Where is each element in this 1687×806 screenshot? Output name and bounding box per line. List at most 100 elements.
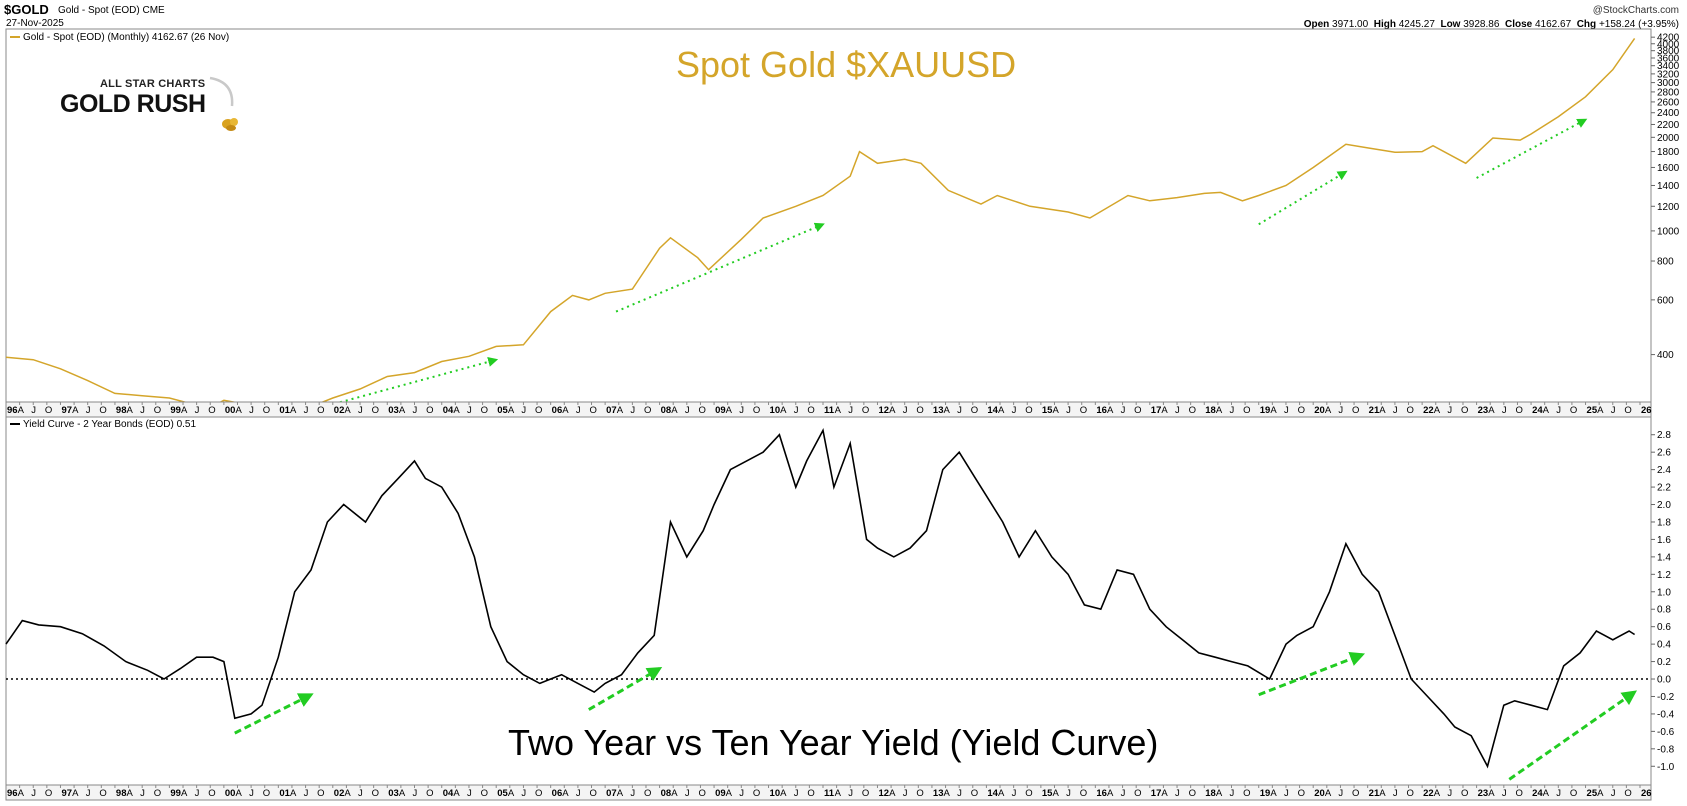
- gold-legend-swatch: [10, 36, 20, 39]
- x-tick-label: J: [1447, 405, 1452, 416]
- gold-chart-title: Spot Gold $XAUUSD: [676, 44, 1017, 85]
- x-tick-label: A: [508, 405, 515, 416]
- x-tick-label: 09: [715, 788, 726, 799]
- x-tick-label: A: [1488, 788, 1495, 799]
- x-tick-label: O: [1298, 788, 1305, 799]
- x-tick-label: A: [889, 788, 896, 799]
- x-tick-label: O: [590, 788, 597, 799]
- x-tick-label: A: [1434, 788, 1441, 799]
- x-tick-label: O: [753, 405, 760, 416]
- x-tick-label: 10: [770, 788, 781, 799]
- x-tick-label: 26: [1641, 788, 1652, 799]
- x-tick-label: 01: [279, 788, 290, 799]
- x-tick-label: 08: [661, 788, 672, 799]
- yield-y-tick-label: 0.8: [1657, 605, 1671, 616]
- gold-y-tick-label: 600: [1657, 295, 1674, 306]
- x-tick-label: O: [1243, 788, 1250, 799]
- x-tick-label: O: [698, 405, 705, 416]
- yield-legend-text: Yield Curve - 2 Year Bonds (EOD) 0.51: [23, 419, 197, 430]
- x-tick-label: A: [344, 788, 351, 799]
- yield-y-tick-label: -0.4: [1657, 709, 1675, 720]
- x-tick-label: O: [590, 405, 597, 416]
- x-tick-label: O: [154, 788, 161, 799]
- x-tick-label: O: [1080, 788, 1087, 799]
- x-tick-label: 96: [7, 405, 18, 416]
- x-tick-label: J: [1175, 405, 1180, 416]
- x-tick-label: 25: [1587, 405, 1598, 416]
- x-tick-label: A: [1434, 405, 1441, 416]
- x-tick-label: 06: [552, 788, 563, 799]
- gold-y-tick-label: 2400: [1657, 108, 1680, 119]
- x-tick-label: 98: [116, 405, 127, 416]
- x-tick-label: 17: [1151, 788, 1162, 799]
- gold-y-tick-label: 3000: [1657, 78, 1680, 89]
- x-tick-label: A: [235, 788, 242, 799]
- x-tick-label: 18: [1205, 405, 1216, 416]
- x-tick-label: A: [1052, 405, 1059, 416]
- x-tick-label: O: [535, 788, 542, 799]
- x-tick-label: 13: [933, 788, 944, 799]
- x-tick-label: O: [481, 405, 488, 416]
- gold-y-tick-label: 3400: [1657, 61, 1680, 72]
- x-tick-label: O: [916, 405, 923, 416]
- x-tick-label: A: [18, 788, 25, 799]
- x-tick-label: O: [1298, 405, 1305, 416]
- x-tick-label: 07: [606, 405, 617, 416]
- x-tick-label: 03: [388, 788, 399, 799]
- x-tick-label: A: [671, 788, 678, 799]
- x-tick-label: J: [140, 788, 145, 799]
- yield-curve-line: [5, 428, 1636, 769]
- x-tick-label: 09: [715, 405, 726, 416]
- x-tick-label: J: [31, 405, 36, 416]
- yield-y-tick-label: 2.0: [1657, 500, 1671, 511]
- gold-y-tick-label: 400: [1657, 350, 1674, 361]
- yield-x-axis-band: [5, 784, 1652, 801]
- yield-y-tick-label: -0.6: [1657, 727, 1675, 738]
- yield-y-tick-label: 1.8: [1657, 517, 1671, 528]
- x-tick-label: 00: [225, 788, 236, 799]
- x-tick-label: A: [1161, 788, 1168, 799]
- x-tick-label: O: [426, 788, 433, 799]
- x-tick-label: J: [1012, 405, 1017, 416]
- x-tick-label: O: [1624, 788, 1631, 799]
- x-tick-label: O: [154, 405, 161, 416]
- x-tick-label: J: [1338, 788, 1343, 799]
- gold-y-tick-label: 3200: [1657, 69, 1680, 80]
- x-tick-label: J: [794, 788, 799, 799]
- x-tick-label: 11: [824, 405, 835, 416]
- x-tick-label: O: [1461, 788, 1468, 799]
- x-tick-label: 98: [116, 788, 127, 799]
- high-label: High: [1373, 19, 1396, 30]
- x-tick-label: O: [753, 788, 760, 799]
- x-tick-label: J: [1175, 788, 1180, 799]
- x-tick-label: A: [998, 788, 1005, 799]
- x-tick-label: A: [1270, 405, 1277, 416]
- yield-x-axis: 96 A J O 97 A J O 98 A J O 99 A J O 00 A J O 01 A J O 02 A J O 03 A J O…: [5, 784, 1652, 801]
- x-tick-label: O: [1134, 788, 1141, 799]
- x-tick-label: O: [45, 788, 52, 799]
- yield-legend-swatch: [10, 423, 20, 426]
- x-tick-label: 11: [824, 788, 835, 799]
- x-tick-label: O: [263, 405, 270, 416]
- x-tick-label: O: [1515, 405, 1522, 416]
- x-tick-label: 96: [7, 788, 18, 799]
- yield-y-tick-label: 0.2: [1657, 657, 1671, 668]
- x-tick-label: 99: [170, 788, 181, 799]
- yield-y-tick-label: 1.6: [1657, 535, 1671, 546]
- x-tick-label: 05: [497, 788, 508, 799]
- chart-description: Gold - Spot (EOD) CME: [58, 5, 165, 16]
- x-tick-label: 02: [334, 788, 345, 799]
- yield-trend-arrow: [234, 693, 314, 735]
- x-tick-label: J: [685, 788, 690, 799]
- x-tick-label: 04: [443, 405, 454, 416]
- x-tick-label: J: [630, 405, 635, 416]
- x-tick-label: O: [208, 788, 215, 799]
- x-tick-label: O: [1570, 405, 1577, 416]
- x-tick-label: O: [862, 405, 869, 416]
- x-tick-label: A: [1488, 405, 1495, 416]
- gold-panel: 400 600 800 1000 1200 1400 1600 1800 2000 2200240…: [5, 28, 1680, 412]
- x-tick-label: J: [86, 405, 91, 416]
- x-tick-label: A: [290, 405, 297, 416]
- yield-trend-arrow: [588, 667, 663, 711]
- x-tick-label: A: [399, 405, 406, 416]
